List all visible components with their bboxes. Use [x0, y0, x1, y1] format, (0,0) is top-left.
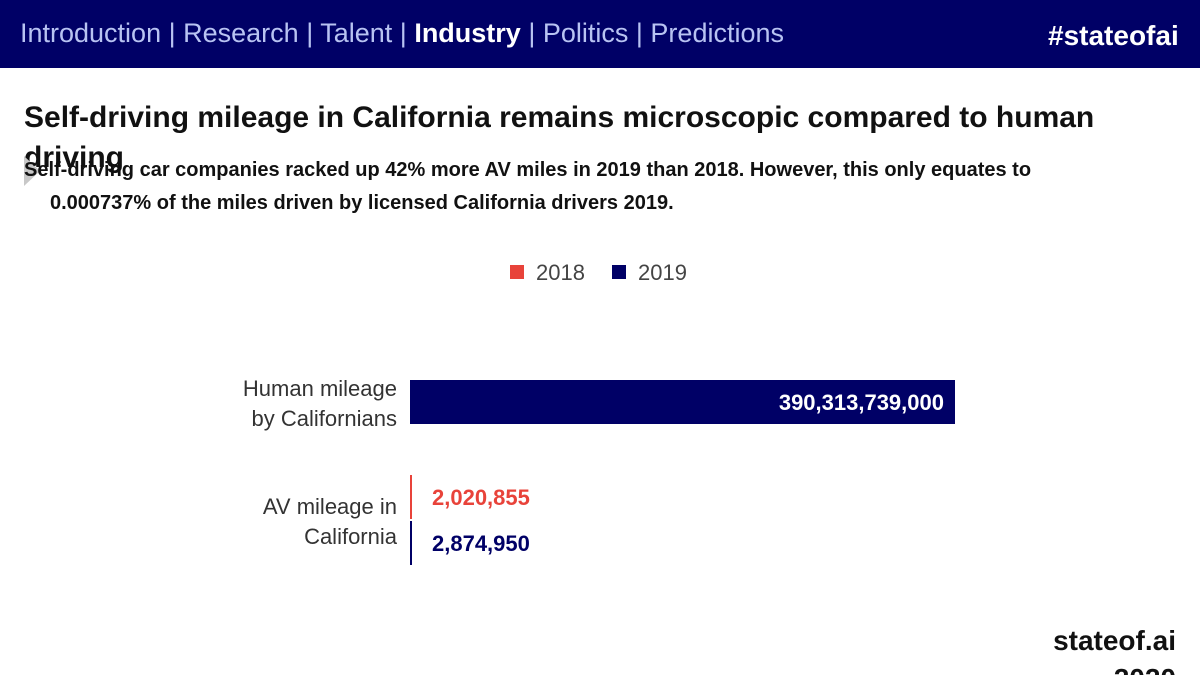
legend-swatch-2019 — [612, 265, 626, 279]
data-label-2018-1: 2,020,855 — [432, 485, 530, 510]
subtitle-line-2: 0.000737% of the miles driven by license… — [50, 192, 674, 214]
nav-item-industry[interactable]: Industry — [414, 18, 521, 48]
slide-subtitle: Self-driving car companies racked up 42%… — [24, 154, 1144, 220]
nav-item-research[interactable]: Research — [183, 18, 299, 48]
bar-2019-0 — [410, 380, 955, 424]
footer-brand: stateof.ai 2020 — [1053, 625, 1176, 675]
nav-item-talent[interactable]: Talent — [320, 18, 393, 48]
bullet-arrow-icon — [24, 156, 40, 186]
nav-item-predictions[interactable]: Predictions — [650, 18, 784, 48]
nav-item-introduction[interactable]: Introduction — [20, 18, 162, 48]
category-label: Human mileage — [243, 376, 397, 401]
category-label: California — [304, 524, 398, 549]
mileage-bar-chart: 2018 2019 Human mileage by Californians AV m… — [243, 260, 955, 565]
data-label-2019-0: 390,313,739,000 — [779, 390, 944, 415]
bar-2018-1 — [410, 475, 412, 519]
nav-separator: | — [298, 18, 321, 48]
section-nav: Introduction | Research | Talent | Indus… — [20, 18, 784, 49]
nav-separator: | — [520, 18, 543, 48]
category-label: by Californians — [251, 406, 397, 431]
legend-label-2019: 2019 — [638, 260, 687, 285]
category-label: AV mileage in — [263, 494, 397, 519]
hashtag-label: #stateofai — [1048, 20, 1178, 51]
subtitle-line-1: Self-driving car companies racked up 42%… — [24, 159, 1032, 181]
legend-swatch-2018 — [510, 265, 524, 279]
slide-title: Self-driving mileage in California remai… — [24, 101, 1095, 174]
bar-2019-1 — [410, 521, 412, 565]
top-navigation-bar: Introduction | Research | Talent | Indus… — [0, 0, 1200, 68]
legend-label-2018: 2018 — [536, 260, 585, 285]
nav-item-politics[interactable]: Politics — [542, 18, 629, 48]
nav-separator: | — [161, 18, 184, 48]
data-label-2019-1: 2,874,950 — [432, 531, 530, 556]
nav-separator: | — [628, 18, 651, 48]
nav-separator: | — [392, 18, 415, 48]
